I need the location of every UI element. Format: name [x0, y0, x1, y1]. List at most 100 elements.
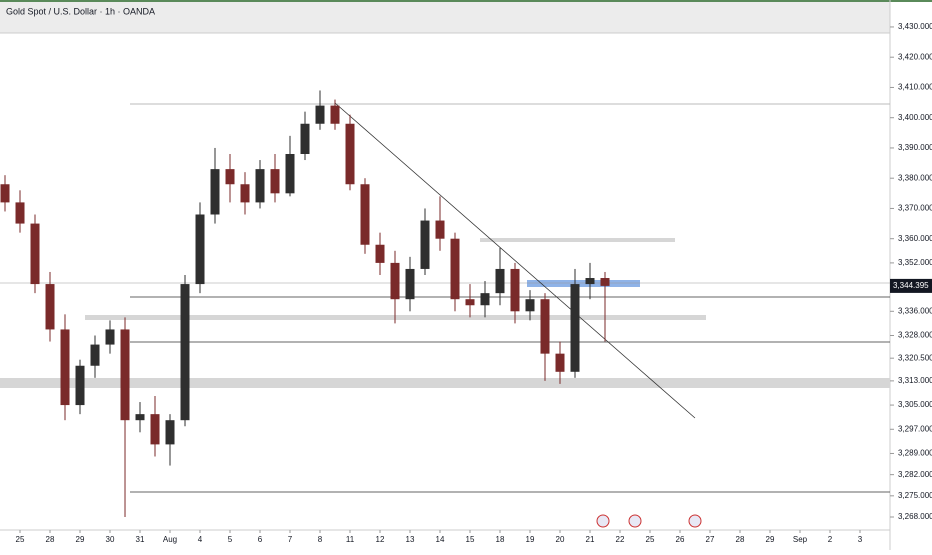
chart-title: Gold Spot / U.S. Dollar · 1h · OANDA [6, 6, 155, 16]
x-tick-label: 30 [106, 535, 115, 544]
candle-body [180, 284, 190, 421]
candle-body [525, 299, 535, 312]
y-tick-label: 3,313.000 [898, 376, 932, 385]
candle-body [465, 299, 475, 306]
event-icon[interactable] [596, 514, 610, 528]
y-tick-label: 3,430.000 [898, 22, 932, 31]
x-tick-label: 6 [258, 535, 263, 544]
y-tick-label: 3,410.000 [898, 83, 932, 92]
y-tick-label: 3,328.000 [898, 331, 932, 340]
drawings [0, 102, 890, 528]
candle-body [300, 123, 310, 154]
candle-body [135, 414, 145, 421]
candle-body [105, 329, 115, 345]
x-tick-label: 26 [676, 535, 685, 544]
y-tick-label: 3,380.000 [898, 173, 932, 182]
candle-body [480, 293, 490, 306]
y-tick-label: 3,400.000 [898, 113, 932, 122]
x-tick-label: 20 [556, 535, 565, 544]
y-tick-label: 3,360.000 [898, 234, 932, 243]
last-price-marker [890, 278, 932, 293]
x-tick-label: 2 [828, 535, 833, 544]
candle-body [390, 262, 400, 300]
candle-body [405, 268, 415, 300]
y-tick-label: 3,289.000 [898, 449, 932, 458]
candle-body [435, 220, 445, 239]
candle-body [450, 238, 460, 300]
candle-body [315, 105, 325, 124]
x-tick-label: 14 [436, 535, 445, 544]
candle-body [120, 329, 130, 421]
x-tick-label: 11 [346, 535, 355, 544]
candle-body [30, 223, 40, 285]
x-tick-label: 18 [496, 535, 505, 544]
candle-body [45, 284, 55, 330]
x-tick-label: 5 [228, 535, 233, 544]
trend-line [334, 102, 696, 419]
x-tick-label: 15 [466, 535, 475, 544]
candle-body [255, 169, 265, 203]
candle-body [75, 365, 85, 406]
x-tick-label: 4 [198, 535, 203, 544]
candle-body [210, 169, 220, 215]
candle-body [555, 353, 565, 372]
header-bar [0, 0, 890, 33]
x-tick-label: 29 [76, 535, 85, 544]
y-tick-label: 3,370.000 [898, 204, 932, 213]
y-tick-label: 3,268.000 [898, 512, 932, 521]
candle-body [285, 153, 295, 194]
candle-body [165, 420, 175, 445]
y-tick-label: 3,282.000 [898, 470, 932, 479]
x-tick-label: 13 [406, 535, 415, 544]
candle-body [0, 184, 10, 203]
candle-body [540, 299, 550, 354]
candle-body [360, 184, 370, 245]
y-tick-label: 3,352.000 [898, 258, 932, 267]
x-tick-label: 25 [16, 535, 25, 544]
last-price-label: 3,344.395 [893, 281, 929, 290]
top-border [0, 0, 932, 2]
x-tick-label: Sep [793, 535, 808, 544]
x-tick-label: 28 [46, 535, 55, 544]
y-tick-label: 3,320.500 [898, 353, 932, 362]
x-tick-label: 28 [736, 535, 745, 544]
candle-body [345, 123, 355, 185]
candle-body [150, 414, 160, 445]
y-tick-label: 3,390.000 [898, 143, 932, 152]
candle-body [600, 278, 610, 286]
x-tick-label: Aug [163, 535, 177, 544]
x-tick-label: 22 [616, 535, 625, 544]
y-tick-label: 3,305.000 [898, 400, 932, 409]
x-tick-label: 25 [646, 535, 655, 544]
candle-body [240, 184, 250, 203]
x-tick-label: 12 [376, 535, 385, 544]
x-tick-label: 31 [136, 535, 145, 544]
x-tick-label: 8 [318, 535, 323, 544]
x-tick-label: 7 [288, 535, 293, 544]
candle-body [330, 105, 340, 124]
candle-body [510, 268, 520, 312]
candle-body [570, 284, 580, 372]
x-tick-label: 27 [706, 535, 715, 544]
zone [527, 280, 640, 287]
candle-body [225, 169, 235, 185]
candle-body [375, 244, 385, 263]
candle-body [420, 220, 430, 269]
candle-body [585, 278, 595, 285]
candle-body [270, 169, 280, 194]
x-tick-label: 29 [766, 535, 775, 544]
zone [0, 378, 890, 388]
candle-body [15, 202, 25, 224]
y-tick-label: 3,336.000 [898, 306, 932, 315]
candle-body [90, 344, 100, 366]
x-tick-label: 19 [526, 535, 535, 544]
zone [480, 238, 675, 242]
y-tick-label: 3,275.000 [898, 491, 932, 500]
candle-body [60, 329, 70, 406]
event-icon[interactable] [628, 514, 642, 528]
x-tick-label: 21 [586, 535, 595, 544]
y-tick-label: 3,297.000 [898, 424, 932, 433]
event-icon[interactable] [688, 514, 702, 528]
candle-body [495, 268, 505, 294]
